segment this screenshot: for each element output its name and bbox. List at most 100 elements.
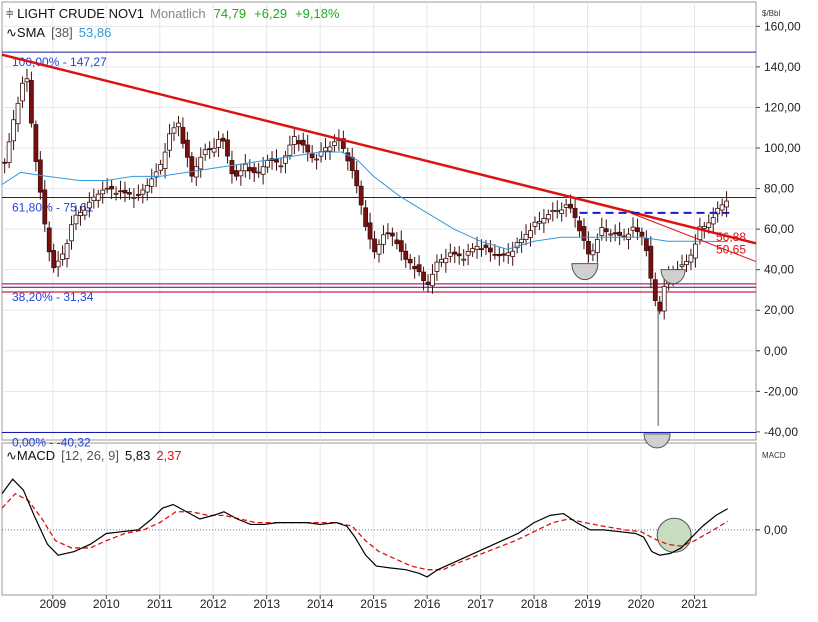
trendline [1,53,757,245]
candle [211,147,217,153]
candle [541,217,547,224]
candle [100,189,106,195]
candle [438,259,444,263]
candle [630,226,636,231]
candle [349,156,355,171]
x-tick-label: 2016 [414,597,441,611]
candle [256,171,262,174]
price-title: ⫩ LIGHT CRUDE NOV1 Monatlich 74,79 +6,29 +9,… [6,6,340,21]
candle [603,228,609,233]
candle [296,140,302,145]
sma-label: ∿SMA [6,25,45,40]
macd-panel [1,442,757,596]
candle [563,204,569,208]
candle [657,301,663,312]
candle [131,196,137,199]
macd-chart: 0,00 MACD ∿MACD [12, 26, 9] 5,83 2,37 [1,448,788,578]
macd-params: [12, 26, 9] [61,448,119,463]
candle [86,201,92,209]
macd-signal-line [1,492,728,571]
symbol-label: ⫩ LIGHT CRUDE NOV1 [6,6,144,21]
candle [55,260,61,268]
candle [403,250,409,260]
x-tick-label: 2013 [253,597,280,611]
signal-value: 2,37 [156,448,181,463]
sma-param: [38] [51,25,73,40]
candle [229,160,235,175]
candle [153,171,159,178]
candle [652,279,658,301]
candle [29,80,34,124]
candle [291,136,297,145]
candle [715,207,721,215]
candle [381,234,386,245]
candle [376,244,382,255]
candle [545,214,551,220]
candle [327,146,333,152]
candle [474,245,480,250]
candle [389,232,395,237]
candle [354,170,360,187]
candle [162,151,168,169]
candle [635,227,640,233]
candle [394,239,400,245]
candle [278,165,284,168]
candle [537,221,542,224]
candle [33,124,39,162]
candle [60,253,66,260]
candle [167,133,172,151]
candle [488,247,493,253]
last-price: 74,79 [214,6,247,21]
candle [345,152,351,162]
candle [692,243,698,259]
candle [639,231,645,237]
candle [300,139,306,146]
candle [127,192,132,195]
candle [643,238,649,252]
y-tick-label: -20,00 [764,384,798,398]
candle [251,167,257,174]
candle [193,166,199,178]
candle [158,164,164,171]
candle [118,190,123,193]
candle [2,161,8,164]
candle [64,243,70,259]
candle [724,200,729,208]
candle [532,221,538,227]
macd-label: ∿MACD [6,448,55,463]
candle [372,238,377,253]
candle [430,273,435,287]
candle [332,141,337,146]
candle [599,227,605,237]
candle [701,226,707,229]
candle [323,147,328,152]
x-tick-label: 2009 [39,597,66,611]
y-tick-label: 40,00 [764,263,794,277]
candle [648,245,654,279]
candle [447,252,453,257]
candle [247,167,253,172]
channel-label: 50,65 [716,242,746,256]
candle [220,137,226,142]
x-tick-label: 2021 [681,597,708,611]
candle [501,253,507,256]
x-axis: 2009 2010 2011 2012 2013 2014 2015 2016 2017 2018… [39,595,708,611]
candle [171,127,177,134]
candle [149,178,155,187]
y-tick-label: 80,00 [764,182,794,196]
candle [496,253,502,257]
candle [122,189,128,194]
candle [608,233,614,236]
candle [11,119,16,142]
sma-legend: ∿SMA [38] 53,86 [6,25,111,40]
candle [594,239,600,253]
candle [198,156,204,170]
candle [568,203,574,209]
channel-line [630,212,757,263]
candle [465,251,471,256]
fib-label: 38,20% - 31,34 [12,290,94,304]
candle [104,187,110,190]
candle [412,266,418,270]
candle [684,261,689,266]
candle [581,226,587,241]
